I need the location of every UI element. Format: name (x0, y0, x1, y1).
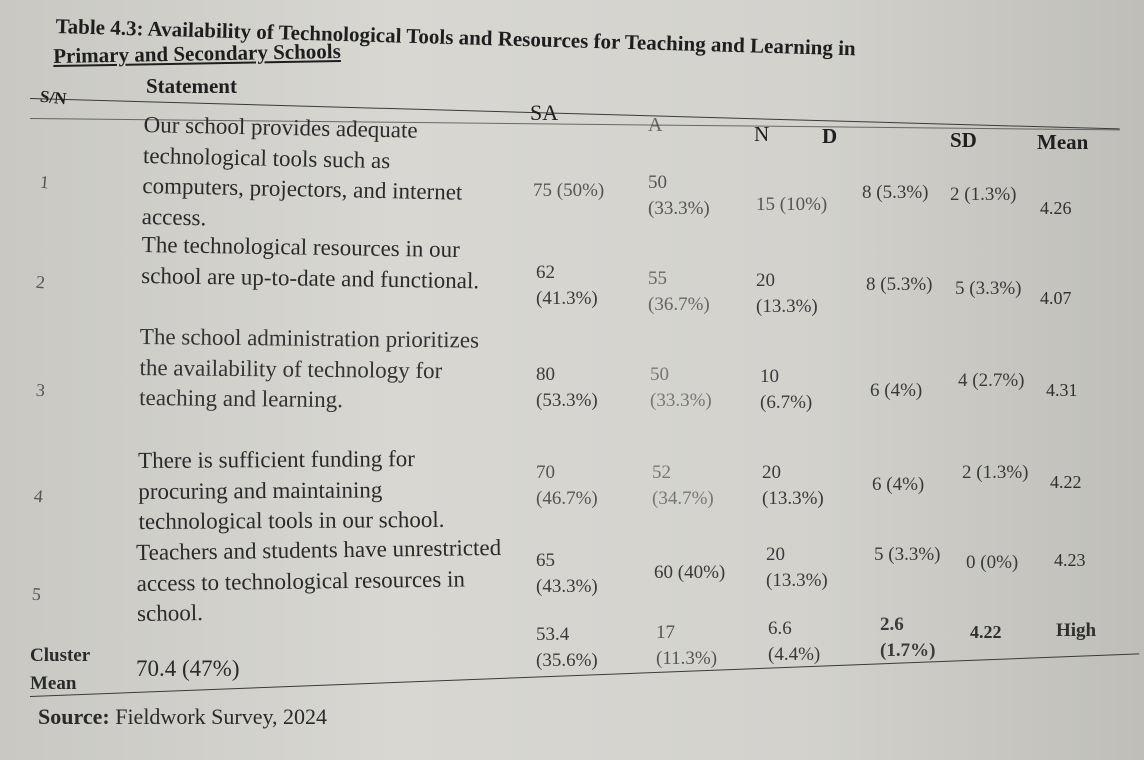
cell-d: 8 (5.3%) (866, 274, 933, 295)
cluster-label-line-2: Mean (30, 673, 77, 694)
row-statement: The technological resources in our schoo… (141, 231, 480, 293)
cell-sa: 80 (53.3%) (536, 364, 598, 411)
cell-mean: 4.31 (1046, 380, 1078, 400)
row-sn: 5 (31, 583, 42, 605)
cell-a: 52 (34.7%) (652, 462, 714, 509)
cell-n: 20 (13.3%) (766, 544, 828, 591)
header-n: N (754, 122, 770, 146)
row-sn: 2 (35, 271, 46, 293)
cell-d: 6 (4%) (872, 474, 925, 495)
row-statement: The school administration prioritizes th… (139, 323, 480, 413)
cell-a: 50 (33.3%) (648, 172, 710, 219)
source-label: Source: (38, 704, 110, 729)
cell-d: 5 (3.3%) (874, 544, 941, 565)
cluster-sd: 4.22 (970, 622, 1002, 642)
cluster-statement: 70.4 (47%) (136, 656, 240, 681)
row-statement: Teachers and students have unrestricted … (136, 534, 502, 626)
cell-mean: 4.26 (1040, 198, 1072, 218)
row-sn: 4 (33, 485, 44, 507)
cluster-a: 17 (11.3%) (656, 622, 718, 669)
cell-sa: 65 (43.3%) (536, 550, 598, 597)
cell-n: 20 (13.3%) (762, 462, 824, 509)
cell-sd: 4 (2.7%) (958, 370, 1025, 391)
cell-d: 6 (4%) (870, 380, 923, 401)
table-source: Source: Fieldwork Survey, 2024 (38, 704, 327, 730)
cluster-n: 6.6 (4.4%) (768, 618, 821, 665)
row-sn: 3 (35, 379, 46, 401)
cell-sa: 70 (46.7%) (536, 462, 598, 509)
cell-a: 55 (36.7%) (648, 268, 710, 315)
header-mean: Mean (1037, 130, 1089, 154)
header-d: D (822, 124, 838, 148)
caption-line-2: Primary and Secondary Schools (53, 38, 341, 68)
cluster-remark: High (1056, 620, 1097, 641)
header-sa: SA (530, 100, 559, 125)
cell-n: 20 (13.3%) (756, 270, 818, 317)
header-a: A (648, 114, 663, 136)
cell-d: 8 (5.3%) (862, 182, 929, 203)
header-sd: SD (950, 128, 977, 152)
cell-mean: 4.22 (1050, 472, 1082, 492)
cell-a: 50 (33.3%) (650, 364, 712, 411)
cell-sa: 62 (41.3%) (536, 262, 598, 309)
cell-mean: 4.23 (1054, 550, 1086, 570)
source-text: Fieldwork Survey, 2024 (115, 704, 328, 729)
cell-sa: 75 (50%) (533, 180, 605, 201)
cell-n: 10 (6.7%) (760, 366, 813, 413)
cell-sd: 5 (3.3%) (955, 278, 1022, 299)
row-statement: There is sufficient funding for procurin… (138, 446, 445, 534)
cluster-label: Cluster Mean (30, 642, 90, 698)
cell-sd: 2 (1.3%) (962, 462, 1029, 483)
cell-sd: 2 (1.3%) (950, 184, 1017, 205)
table-caption-line-2: Primary and Secondary Schools (53, 39, 341, 69)
row-sn: 1 (39, 171, 50, 193)
cluster-d: 2.6 (1.7%) (880, 614, 936, 661)
header-sn: S/N (39, 86, 68, 109)
cluster-label-line-1: Cluster (30, 645, 91, 666)
cell-a: 60 (40%) (654, 562, 726, 583)
cell-n: 15 (10%) (756, 194, 828, 215)
header-statement: Statement (146, 74, 237, 98)
cluster-sa: 53.4 (35.6%) (536, 624, 598, 671)
cell-mean: 4.07 (1040, 288, 1072, 308)
cell-sd: 0 (0%) (966, 552, 1019, 573)
row-statement: Our school provides adequate technologic… (141, 111, 463, 230)
